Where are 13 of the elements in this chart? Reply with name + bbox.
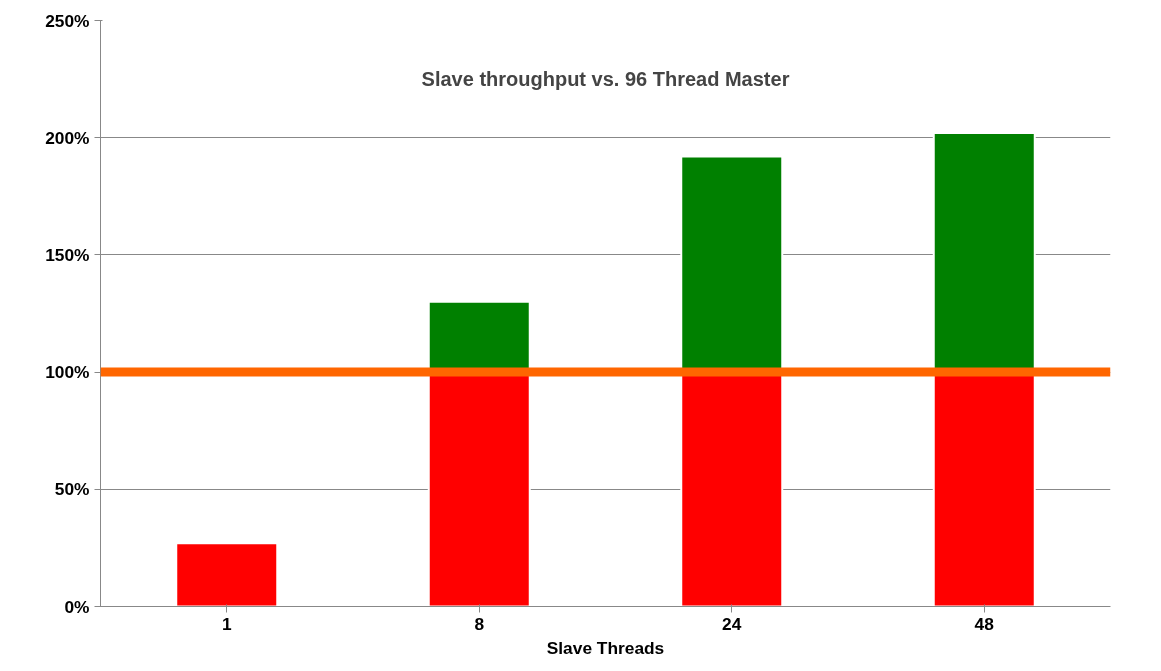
text: Slave throughput vs. 96 Thread Master [421,68,790,91]
x-axis-title: Slave Threads [546,637,665,658]
y-tick-label: 0% [64,596,90,617]
bar [175,542,279,607]
y-tick-label: 250% [45,10,90,31]
x-tick-label: 48 [974,613,995,634]
x-tick-label: 24 [722,613,742,634]
y-tick-label: 200% [45,127,90,148]
y-tick-label: 100% [45,362,90,383]
y-tick-label: 50% [54,479,90,500]
x-tick-label: 8 [474,613,485,634]
y-tick-label: 150% [45,244,90,265]
x-tick-label: 1 [221,613,232,634]
